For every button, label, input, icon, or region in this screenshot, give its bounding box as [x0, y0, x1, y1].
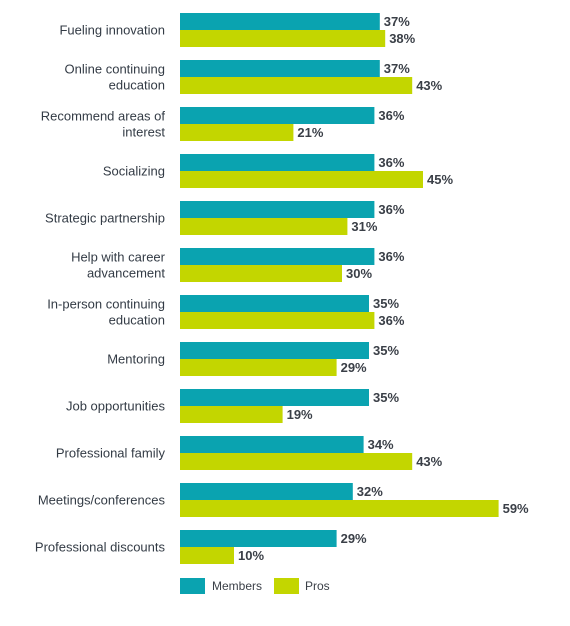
bar-pros	[180, 171, 423, 188]
category-label: Recommend areas of	[41, 109, 166, 124]
bar-members	[180, 342, 369, 359]
value-label-pros: 19%	[287, 407, 313, 422]
category-label: education	[109, 78, 165, 93]
category-label: education	[109, 313, 165, 328]
category-label: Online continuing	[65, 62, 165, 77]
category-label-group: Job opportunities	[66, 399, 166, 414]
value-label-members: 36%	[378, 202, 404, 217]
value-label-members: 36%	[378, 108, 404, 123]
category-label: Professional discounts	[35, 540, 166, 555]
bar-members	[180, 436, 364, 453]
category-label: Socializing	[103, 164, 165, 179]
bar-pros	[180, 265, 342, 282]
bar-members	[180, 201, 375, 218]
bar-pros	[180, 218, 348, 235]
bar-pros	[180, 359, 337, 376]
legend-label-members: Members	[212, 579, 262, 593]
value-label-pros: 21%	[297, 125, 323, 140]
bar-members	[180, 530, 337, 547]
value-label-members: 37%	[384, 61, 410, 76]
legend-swatch-pros	[274, 578, 299, 594]
bar-pros	[180, 124, 294, 141]
value-label-pros: 43%	[416, 78, 442, 93]
category-label-group: Socializing	[103, 164, 165, 179]
value-label-members: 36%	[378, 249, 404, 264]
value-label-pros: 38%	[389, 31, 415, 46]
value-label-members: 34%	[368, 437, 394, 452]
value-label-members: 35%	[373, 390, 399, 405]
category-label-group: Fueling innovation	[59, 23, 165, 38]
bar-pros	[180, 30, 386, 47]
category-label-group: Strategic partnership	[45, 211, 165, 226]
value-label-members: 36%	[378, 155, 404, 170]
value-label-pros: 29%	[341, 360, 367, 375]
category-label-group: Professional family	[56, 446, 166, 461]
category-label-group: Professional discounts	[35, 540, 166, 555]
bar-members	[180, 60, 380, 77]
bar-pros	[180, 312, 375, 329]
bar-members	[180, 107, 375, 124]
value-label-pros: 10%	[238, 548, 264, 563]
legend-swatch-members	[180, 578, 205, 594]
category-label-group: Meetings/conferences	[38, 493, 166, 508]
bar-members	[180, 483, 353, 500]
category-label: interest	[122, 125, 165, 140]
category-label: Help with career	[71, 250, 166, 265]
value-label-pros: 59%	[503, 501, 529, 516]
value-label-members: 37%	[384, 14, 410, 29]
bar-pros	[180, 500, 499, 517]
value-label-pros: 45%	[427, 172, 453, 187]
chart-legend: Members Pros	[180, 578, 330, 594]
bar-pros	[180, 77, 413, 94]
category-label: Job opportunities	[66, 399, 166, 414]
value-label-pros: 30%	[346, 266, 372, 281]
bar-pros	[180, 406, 283, 423]
bar-members	[180, 295, 369, 312]
value-label-members: 29%	[341, 531, 367, 546]
bar-pros	[180, 453, 413, 470]
category-label: Mentoring	[107, 352, 165, 367]
category-label: Professional family	[56, 446, 166, 461]
value-label-pros: 31%	[351, 219, 377, 234]
category-label: Strategic partnership	[45, 211, 165, 226]
value-label-pros: 43%	[416, 454, 442, 469]
category-label: advancement	[87, 266, 165, 281]
category-label: In-person continuing	[47, 297, 165, 312]
bar-pros	[180, 547, 234, 564]
value-label-members: 35%	[373, 296, 399, 311]
category-label-group: Mentoring	[107, 352, 165, 367]
value-label-members: 35%	[373, 343, 399, 358]
value-label-members: 32%	[357, 484, 383, 499]
category-label: Fueling innovation	[59, 23, 165, 38]
bar-members	[180, 154, 375, 171]
bar-members	[180, 248, 375, 265]
bar-members	[180, 389, 369, 406]
legend-label-pros: Pros	[305, 579, 330, 593]
bar-members	[180, 13, 380, 30]
value-label-pros: 36%	[378, 313, 404, 328]
category-label: Meetings/conferences	[38, 493, 166, 508]
